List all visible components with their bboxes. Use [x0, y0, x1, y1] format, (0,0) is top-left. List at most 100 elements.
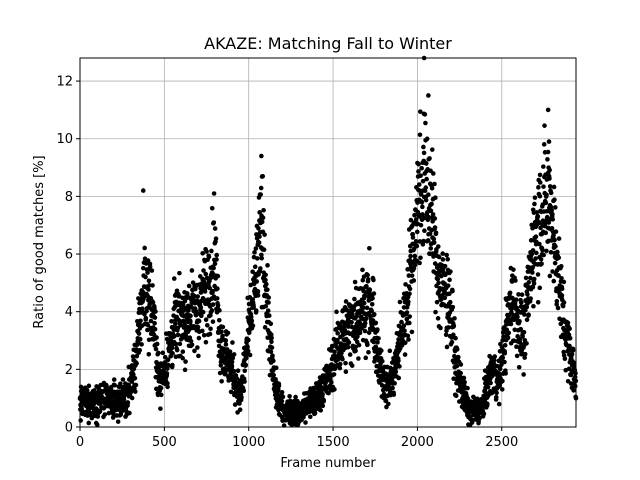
data-point	[418, 173, 423, 178]
data-point	[421, 144, 426, 150]
data-point	[553, 244, 558, 249]
data-point	[431, 171, 436, 176]
data-point	[332, 387, 337, 392]
data-point	[248, 314, 254, 320]
data-point	[273, 365, 279, 371]
data-point	[166, 363, 171, 368]
data-point	[153, 346, 159, 352]
data-point	[239, 395, 244, 400]
data-point	[514, 353, 520, 359]
data-point	[265, 308, 271, 313]
data-point	[555, 249, 560, 255]
data-point	[455, 354, 461, 360]
data-point	[171, 276, 177, 281]
data-point	[537, 285, 543, 291]
data-point	[552, 237, 557, 243]
data-point	[452, 353, 457, 359]
data-point	[533, 256, 538, 261]
data-point	[448, 269, 453, 274]
data-point	[412, 262, 418, 268]
data-point	[223, 338, 229, 343]
data-point	[188, 338, 194, 344]
data-point	[541, 142, 547, 147]
data-point	[78, 418, 83, 423]
data-point	[139, 342, 144, 347]
data-point	[211, 220, 217, 225]
data-point	[201, 268, 206, 273]
data-point	[146, 278, 152, 284]
data-point	[369, 308, 375, 314]
data-point	[547, 167, 552, 173]
data-point	[263, 304, 269, 309]
data-point	[189, 268, 195, 273]
data-point	[259, 219, 265, 225]
data-point	[250, 323, 256, 329]
data-point	[520, 334, 525, 339]
data-point	[262, 325, 268, 330]
data-point	[397, 299, 403, 305]
data-point	[86, 420, 92, 426]
data-point-peak	[545, 107, 551, 113]
data-point	[537, 180, 543, 185]
data-point	[129, 395, 135, 401]
data-point	[546, 220, 552, 225]
data-point	[549, 208, 554, 213]
data-point	[335, 337, 340, 343]
data-point	[133, 382, 139, 388]
data-point	[371, 312, 377, 317]
data-point	[188, 313, 193, 319]
y-tick-label: 10	[56, 132, 73, 147]
data-point	[530, 285, 536, 290]
data-point	[357, 330, 363, 336]
data-point	[137, 337, 143, 342]
data-point	[416, 182, 422, 187]
data-point	[518, 304, 524, 309]
data-point	[515, 314, 520, 320]
data-point	[370, 295, 375, 301]
data-point	[562, 356, 568, 362]
data-point	[390, 385, 395, 391]
data-point	[187, 335, 193, 340]
data-point	[558, 263, 564, 269]
data-point	[140, 306, 145, 311]
data-point	[365, 277, 371, 282]
data-point	[252, 250, 257, 255]
data-point	[447, 291, 452, 297]
data-point	[548, 190, 554, 196]
data-point	[561, 279, 567, 285]
data-point	[165, 357, 171, 363]
data-point	[118, 381, 123, 387]
data-point	[532, 201, 537, 207]
data-point	[526, 312, 531, 318]
data-point	[433, 195, 438, 200]
data-point	[89, 415, 95, 421]
data-point	[337, 361, 343, 367]
data-point	[165, 384, 170, 390]
data-point	[164, 371, 170, 376]
data-point	[215, 273, 221, 279]
data-point	[407, 314, 413, 319]
data-point	[465, 396, 471, 401]
data-point	[418, 192, 424, 197]
data-point	[535, 214, 541, 219]
data-point	[121, 397, 127, 403]
data-point	[203, 317, 209, 323]
data-point	[445, 283, 451, 288]
data-point	[444, 252, 449, 258]
data-point	[243, 362, 249, 368]
data-point	[556, 255, 562, 261]
data-point	[200, 309, 206, 315]
data-point	[412, 253, 418, 259]
data-point	[266, 295, 272, 300]
data-point	[424, 176, 429, 182]
data-point	[86, 383, 92, 389]
data-point	[531, 276, 537, 282]
data-point	[429, 201, 434, 207]
data-point	[147, 264, 153, 269]
data-point	[321, 398, 327, 403]
data-point	[148, 318, 154, 324]
data-point	[560, 303, 566, 309]
data-point	[443, 332, 449, 338]
chart-title: AKAZE: Matching Fall to Winter	[204, 34, 452, 53]
data-point	[201, 332, 207, 338]
